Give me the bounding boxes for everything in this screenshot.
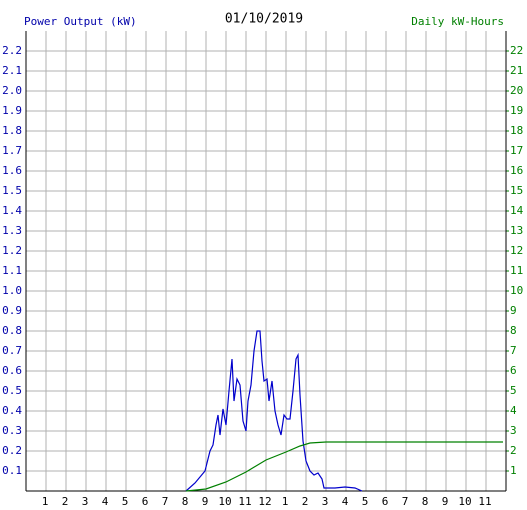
x-tick-label: 5 <box>122 495 129 508</box>
x-tick-label: 5 <box>362 495 369 508</box>
y2-tick-label: 11 <box>510 264 523 277</box>
y2-tick-label: 21 <box>510 64 523 77</box>
x-tick-label: 7 <box>162 495 169 508</box>
y-tick-label: 1.9 <box>2 104 22 117</box>
y-tick-label: 0.1 <box>2 464 22 477</box>
y2-tick-label: 1 <box>510 464 517 477</box>
y-tick-label: 0.3 <box>2 424 22 437</box>
y2-tick-label: 4 <box>510 404 517 417</box>
y2-tick-label: 14 <box>510 204 524 217</box>
y-tick-label: 0.9 <box>2 304 22 317</box>
y-tick-label: 1.5 <box>2 184 22 197</box>
x-tick-label: 6 <box>142 495 149 508</box>
y-tick-label: 1.6 <box>2 164 22 177</box>
x-tick-label: 10 <box>218 495 231 508</box>
y2-tick-label: 9 <box>510 304 517 317</box>
y-tick-label: 1.1 <box>2 264 22 277</box>
y2-tick-label: 5 <box>510 384 517 397</box>
y-tick-label: 2.0 <box>2 84 22 97</box>
x-tick-label: 11 <box>238 495 251 508</box>
y2-tick-label: 2 <box>510 444 517 457</box>
y-tick-label: 0.4 <box>2 404 22 417</box>
y-tick-label: 2.1 <box>2 64 22 77</box>
x-tick-label: 1 <box>282 495 289 508</box>
y2-tick-label: 22 <box>510 44 523 57</box>
series-line <box>185 441 503 492</box>
x-tick-label: 3 <box>82 495 89 508</box>
x-tick-label: 2 <box>62 495 69 508</box>
y2-tick-label: 19 <box>510 104 523 117</box>
y2-tick-label: 12 <box>510 244 523 257</box>
x-tick-label: 6 <box>382 495 389 508</box>
x-tick-label: 10 <box>458 495 471 508</box>
x-tick-label: 4 <box>342 495 349 508</box>
x-tick-label: 1 <box>42 495 49 508</box>
x-tick-label: 12 <box>258 495 271 508</box>
y2-tick-label: 17 <box>510 144 523 157</box>
y2-tick-label: 7 <box>510 344 517 357</box>
y-tick-label: 1.0 <box>2 284 22 297</box>
y2-tick-label: 8 <box>510 324 517 337</box>
y-tick-label: 1.8 <box>2 124 22 137</box>
y-tick-label: 0.5 <box>2 384 22 397</box>
y-tick-label: 1.3 <box>2 224 22 237</box>
series-line <box>185 330 363 492</box>
x-tick-label: 9 <box>442 495 449 508</box>
x-tick-label: 11 <box>478 495 491 508</box>
y-tick-label: 1.2 <box>2 244 22 257</box>
chart-title: 01/10/2019 <box>225 12 303 27</box>
y2-tick-label: 6 <box>510 364 517 377</box>
y2-tick-label: 18 <box>510 124 523 137</box>
y2-tick-label: 10 <box>510 284 523 297</box>
y2-tick-label: 15 <box>510 184 523 197</box>
y2-tick-label: 16 <box>510 164 523 177</box>
x-tick-label: 8 <box>182 495 189 508</box>
y-tick-label: 0.8 <box>2 324 22 337</box>
x-tick-label: 2 <box>302 495 309 508</box>
y-tick-label: 0.2 <box>2 444 22 457</box>
y-axis-title: Power Output (kW) <box>24 15 137 28</box>
y-tick-label: 0.7 <box>2 344 22 357</box>
y-tick-label: 0.6 <box>2 364 22 377</box>
x-tick-label: 4 <box>102 495 109 508</box>
y-tick-label: 2.2 <box>2 44 22 57</box>
y2-tick-label: 20 <box>510 84 523 97</box>
y2-axis-title: Daily kW-Hours <box>411 15 504 28</box>
y-tick-label: 1.4 <box>2 204 22 217</box>
y2-tick-label: 3 <box>510 424 517 437</box>
y-tick-label: 1.7 <box>2 144 22 157</box>
x-tick-label: 8 <box>422 495 429 508</box>
y2-tick-label: 13 <box>510 224 523 237</box>
x-tick-label: 7 <box>402 495 409 508</box>
x-tick-label: 3 <box>322 495 329 508</box>
x-tick-label: 9 <box>202 495 209 508</box>
